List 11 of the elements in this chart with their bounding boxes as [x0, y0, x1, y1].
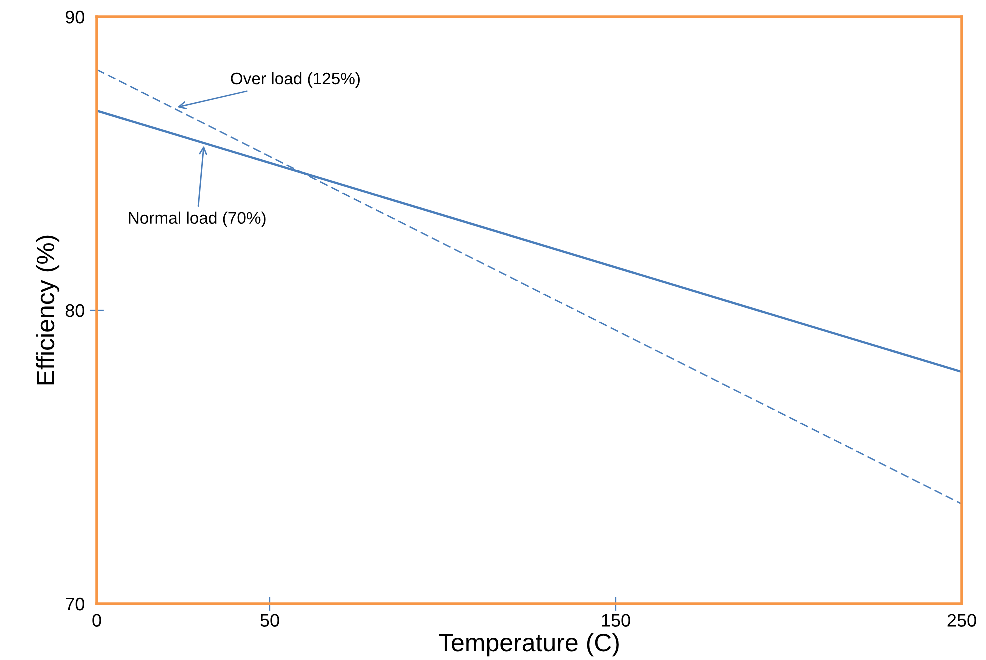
annotation: Normal load (70%) [129, 212, 266, 228]
y-tick-label: 90 [66, 10, 84, 24]
x-tick-label: 50 [260, 614, 280, 627]
y-tick-label: 80 [66, 304, 84, 318]
y-axis-title: Efficiency (%) [36, 236, 60, 385]
annotation: Over load (125%) [231, 72, 360, 88]
y-tick-label: 70 [66, 598, 84, 611]
x-tick-label: 250 [948, 614, 976, 627]
x-tick-label: 0 [92, 614, 102, 627]
x-tick-label: 150 [602, 614, 630, 627]
x-axis-title: Temperature (C) [439, 633, 619, 657]
